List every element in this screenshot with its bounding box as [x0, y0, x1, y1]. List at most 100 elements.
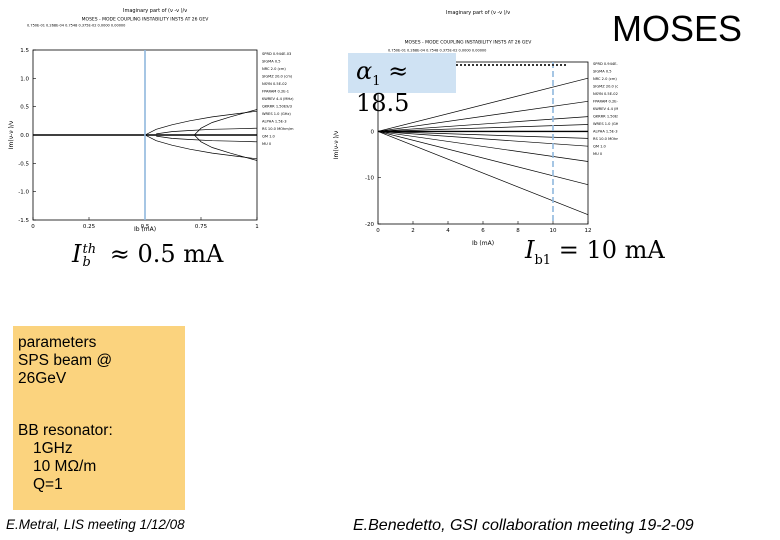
right-legend-entry: RS 10.0 MOhm/m	[593, 137, 618, 141]
left-ytick-label: -1.0	[18, 190, 29, 196]
params-line-1: parameters	[18, 334, 97, 351]
ith-subscript: b	[82, 254, 91, 270]
right-legend-entry: ALPHA 1.5E-3	[593, 130, 618, 134]
left-legend-entry: WRES 1.0 (GHz)	[262, 112, 291, 116]
left-chart-header: 0.750E-01 0.268E-04 0.7548 0.375E-02 0.0…	[27, 23, 125, 27]
right-chart-header: 0.750E-01 0.268E-04 0.7548 0.375E-02 0.0…	[388, 48, 486, 52]
params-line-2: SPS beam @	[18, 352, 113, 369]
left-legend-entry: KWREV 4.4 (MHz)	[262, 97, 294, 101]
right-xlabel: Ib (mA)	[472, 240, 494, 247]
params-line-3: 26GeV	[18, 370, 67, 387]
ib1-symbol: I	[525, 236, 535, 264]
right-legend-entry: SPRD 0.944E-03	[593, 62, 618, 66]
left-xtick-label: 0.5	[141, 224, 150, 230]
left-chart: Imaginary part of (ν -ν )/ν MOSES - MODE…	[5, 5, 305, 235]
footer-left: E.Metral, LIS meeting 1/12/08	[6, 517, 185, 532]
left-legend-entry: NRC 2.0 (cm)	[262, 67, 286, 71]
right-xtick-label: 12	[585, 228, 592, 234]
left-xlabel: Ib (mA)	[134, 226, 156, 233]
right-xtick-label: 8	[516, 228, 520, 234]
left-legend-entry: ALPHA 1.5E-3	[262, 120, 287, 124]
params-line-6: 10 MΩ/m	[33, 458, 97, 475]
right-ylabel: Im(ν-ν )/ν	[333, 130, 340, 159]
right-legend-entry: WRES 1.0 (GHz)	[593, 122, 618, 126]
slide-title: MOSES	[612, 8, 743, 49]
params-line-4: BB resonator:	[18, 422, 113, 439]
left-xtick-label: 1	[255, 224, 259, 230]
right-legend-entry: FPARAM 0.2E-1	[593, 100, 618, 104]
left-legend-entry: QKRRR 1.50E9/3	[262, 105, 292, 109]
ith-symbol: I	[72, 240, 82, 268]
right-legend-entry: NRC 2.0 (cm)	[593, 77, 617, 81]
left-ytick-label: -0.5	[18, 161, 29, 167]
right-series-line	[377, 77, 589, 132]
right-chart-subtitle: MOSES - MODE COUPLING INSTABILITY INSTS …	[405, 39, 533, 45]
right-series-line	[377, 116, 589, 132]
params-line-5: 1GHz	[33, 440, 73, 457]
right-xtick-label: 2	[411, 228, 415, 234]
alpha-symbol: α	[356, 57, 373, 85]
params-line-7: Q=1	[33, 476, 63, 493]
right-xtick-label: 0	[376, 228, 380, 234]
alpha-subscript: 1	[372, 73, 381, 89]
left-series-line	[156, 135, 258, 143]
right-series-line	[377, 131, 589, 186]
parameters-box: parameters SPS beam @ 26GeV BB resonator…	[13, 326, 185, 510]
ib1-value: = 10 mA	[558, 236, 665, 264]
right-series-line	[377, 131, 589, 162]
right-chart-title: Imaginary part of (ν -ν )/ν	[446, 10, 510, 16]
right-ytick-label: 0	[371, 129, 375, 135]
right-series-line	[377, 100, 589, 132]
right-legend-entry: QKRRR 1.50E9/3	[593, 115, 618, 119]
alpha-formula: α1 ≈ 18.5	[356, 57, 456, 117]
left-xtick-label: 0.25	[83, 224, 96, 230]
right-xtick-label: 6	[481, 228, 485, 234]
left-ytick-label: 1.0	[20, 76, 29, 82]
left-ytick-label: 0.5	[20, 105, 29, 111]
left-chart-svg: Imaginary part of (ν -ν )/ν MOSES - MODE…	[8, 8, 294, 233]
alpha-pointer-line	[456, 64, 566, 66]
left-legend-entry: FPARAM 0.2E-1	[262, 90, 289, 94]
left-chart-subtitle: MOSES - MODE COUPLING INSTABILITY INSTS …	[82, 16, 210, 22]
right-legend-entry: KWREV 4.4 (MHz)	[593, 107, 618, 111]
left-legend-entry: SIGMA 0.5	[262, 60, 281, 64]
left-legend-entry: SPRD 0.944E-03	[262, 52, 291, 56]
left-series-line	[194, 134, 258, 161]
right-xtick-label: 4	[446, 228, 450, 234]
left-chart-title: Imaginary part of (ν -ν )/ν	[123, 8, 187, 14]
alpha-value: ≈ 18.5	[356, 57, 410, 117]
left-legend-entry: QM 1.0	[262, 135, 276, 139]
left-legend-entry: SIGMZ 20.0 (cm)	[262, 75, 293, 79]
right-legend-entry: SIGMA 0.5	[593, 70, 612, 74]
left-legend-entry: RS 10.0 MOhm/m	[262, 127, 294, 131]
left-series-line	[156, 127, 258, 135]
footer-right: E.Benedetto, GSI collaboration meeting 1…	[353, 517, 694, 534]
left-series-line	[33, 134, 258, 160]
left-legend-entry: NSYN 0.5E-02	[262, 82, 287, 86]
right-ytick-label: -10	[365, 176, 374, 182]
right-xtick-label: 10	[550, 228, 557, 234]
alpha-formula-box: α1 ≈ 18.5	[348, 53, 456, 117]
ith-value: ≈ 0.5 mA	[109, 240, 224, 268]
right-threshold-formula: Ib1 = 10 mA	[525, 236, 665, 268]
left-series-line	[33, 110, 258, 136]
left-xtick-label: 0	[31, 224, 35, 230]
right-series-line	[377, 131, 589, 139]
left-ytick-label: -1.5	[18, 218, 29, 224]
right-chart-svg: Imaginary part of (ν -ν )/ν MOSES - MODE…	[333, 10, 625, 247]
right-legend-entry: MU 0	[593, 152, 603, 156]
left-ytick-label: 1.5	[20, 48, 29, 54]
left-xtick-label: 0.75	[195, 224, 208, 230]
right-legend-entry: SIGMZ 20.0 (cm)	[593, 85, 618, 89]
ib1-subscript: b1	[534, 252, 552, 268]
right-chart: Imaginary part of (ν -ν )/ν MOSES - MODE…	[328, 5, 625, 250]
left-legend-entry: MU 0	[262, 142, 272, 146]
right-legend-entry: QM 1.0	[593, 145, 607, 149]
right-legend-entry: NSYN 0.5E-02	[593, 92, 618, 96]
left-ytick-label: 0.0	[20, 133, 29, 139]
right-series-line	[377, 124, 589, 132]
right-ytick-label: -20	[365, 222, 374, 228]
ith-superscript: th	[82, 241, 97, 257]
left-ylabel: Im(ν-ν )/ν	[8, 120, 15, 149]
